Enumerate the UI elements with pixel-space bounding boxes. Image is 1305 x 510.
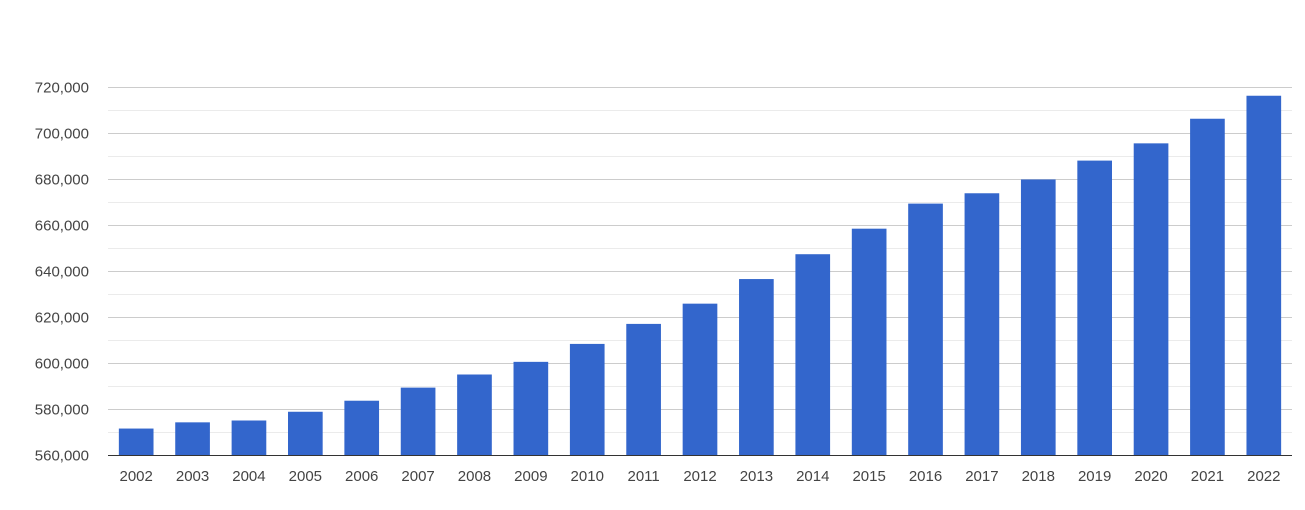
- bar-2003: [175, 422, 210, 455]
- y-axis: 560,000 580,000 600,000 620,000 640,000 660,0…: [35, 80, 89, 465]
- bar-2015: [851, 228, 887, 455]
- bar-2006: [344, 400, 380, 455]
- y-tick-label: 580,000: [35, 402, 89, 419]
- x-tick-label: 2005: [289, 468, 322, 485]
- y-tick-label: 660,000: [35, 218, 89, 235]
- x-axis: 2002 2003 2004 2005 2006 2007 2008 2009 2010 2011…: [108, 455, 1292, 485]
- bar-2008: [457, 374, 492, 455]
- bar-2002: [118, 428, 154, 455]
- x-tick-label: 2018: [1022, 468, 1055, 485]
- x-tick-label: 2006: [345, 468, 378, 485]
- x-tick-label: 2019: [1078, 468, 1111, 485]
- x-tick-label: 2009: [514, 468, 547, 485]
- bar-2016: [908, 203, 943, 455]
- bars: [118, 95, 1282, 456]
- x-tick-label: 2008: [458, 468, 491, 485]
- bar-2019: [1077, 160, 1112, 455]
- bar-2017: [964, 193, 1000, 455]
- x-tick-label: 2022: [1247, 468, 1280, 485]
- x-tick-label: 2011: [627, 468, 659, 485]
- bar-2020: [1133, 143, 1169, 455]
- bar-2004: [231, 420, 267, 455]
- bar-2005: [288, 411, 323, 455]
- bar-2007: [400, 387, 436, 455]
- bar-2009: [513, 361, 549, 455]
- y-tick-label: 700,000: [35, 126, 89, 143]
- bar-2014: [795, 254, 831, 455]
- x-tick-label: 2003: [176, 468, 209, 485]
- y-tick-label: 720,000: [35, 80, 89, 97]
- bar-2022: [1246, 95, 1282, 456]
- x-tick-label: 2002: [120, 468, 153, 485]
- y-tick-label: 640,000: [35, 264, 89, 281]
- bar-2013: [739, 279, 774, 455]
- y-tick-label: 600,000: [35, 356, 89, 373]
- x-tick-label: 2017: [965, 468, 998, 485]
- bar-2010: [569, 343, 605, 455]
- x-tick-label: 2014: [796, 468, 829, 485]
- x-tick-label: 2021: [1191, 468, 1224, 485]
- y-tick-label: 680,000: [35, 172, 89, 189]
- bar-2011: [626, 323, 661, 455]
- x-tick-label: 2020: [1134, 468, 1167, 485]
- bar-2021: [1190, 118, 1225, 456]
- x-tick-label: 2015: [852, 468, 885, 485]
- x-tick-label: 2012: [683, 468, 716, 485]
- x-tick-label: 2007: [401, 468, 434, 485]
- bar-2012: [682, 303, 718, 455]
- x-tick-label: 2016: [909, 468, 942, 485]
- bar-2018: [1020, 179, 1056, 455]
- y-tick-label: 560,000: [35, 448, 89, 465]
- x-tick-label: 2013: [740, 468, 773, 485]
- x-tick-label: 2010: [571, 468, 604, 485]
- y-tick-label: 620,000: [35, 310, 89, 327]
- x-tick-label: 2004: [232, 468, 265, 485]
